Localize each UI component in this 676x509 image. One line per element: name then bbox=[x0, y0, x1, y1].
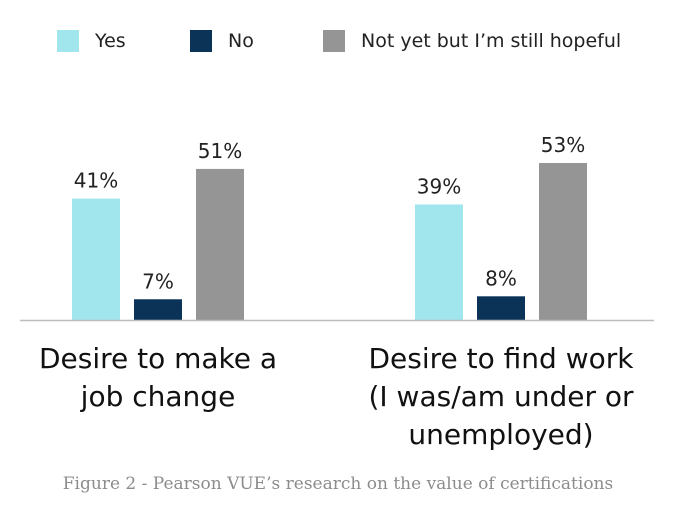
legend-label-yes: Yes bbox=[95, 30, 126, 52]
bar-cat1-series2 bbox=[539, 163, 587, 320]
legend-swatch-yes bbox=[57, 30, 79, 52]
legend-item-no: No bbox=[190, 24, 254, 58]
category-label-0-line-1: job change bbox=[80, 380, 236, 413]
bar-cat0-series1 bbox=[134, 299, 182, 320]
category-label-1-line-1: (I was/am under or bbox=[368, 380, 634, 413]
data-label-cat0-series1: 7% bbox=[142, 269, 174, 293]
legend-item-yes: Yes bbox=[57, 24, 126, 58]
data-label-cat1-series1: 8% bbox=[485, 266, 517, 290]
figure-caption: Figure 2 - Pearson VUE’s research on the… bbox=[62, 474, 614, 494]
legend-swatch-hopeful bbox=[323, 30, 345, 52]
legend-label-hopeful: Not yet but I’m still hopeful bbox=[361, 30, 622, 52]
legend-swatch-no bbox=[190, 30, 212, 52]
data-label-cat0-series0: 41% bbox=[74, 169, 118, 193]
chart-legend: Yes No Not yet but I’m still hopeful bbox=[0, 24, 676, 58]
category-label-1-line-2: unemployed) bbox=[408, 418, 593, 451]
category-label-0-line-0: Desire to make a bbox=[39, 342, 277, 375]
bar-cat0-series2 bbox=[196, 168, 244, 320]
bar-cat1-series1 bbox=[477, 296, 525, 320]
bar-cat0-series0 bbox=[72, 198, 120, 320]
data-label-cat1-series0: 39% bbox=[417, 174, 461, 198]
category-label-1-line-0: Desire to find work bbox=[368, 342, 634, 375]
legend-label-no: No bbox=[228, 30, 254, 52]
data-label-cat1-series2: 53% bbox=[541, 133, 585, 157]
bar-cat1-series0 bbox=[415, 204, 463, 320]
legend-item-hopeful: Not yet but I’m still hopeful bbox=[323, 24, 621, 58]
data-label-cat0-series2: 51% bbox=[198, 139, 242, 163]
